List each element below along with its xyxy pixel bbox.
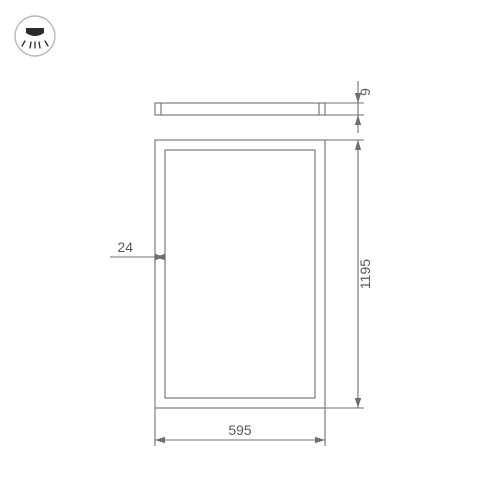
- front-view-inner: [165, 150, 315, 398]
- dim-thickness-label: 9: [357, 88, 373, 96]
- dim-frame-label: 24: [117, 239, 133, 255]
- top-view-outline: [155, 103, 325, 115]
- downlight-icon: [15, 16, 55, 56]
- dim-width-label: 595: [228, 422, 252, 438]
- dim-height-label: 1195: [357, 259, 373, 289]
